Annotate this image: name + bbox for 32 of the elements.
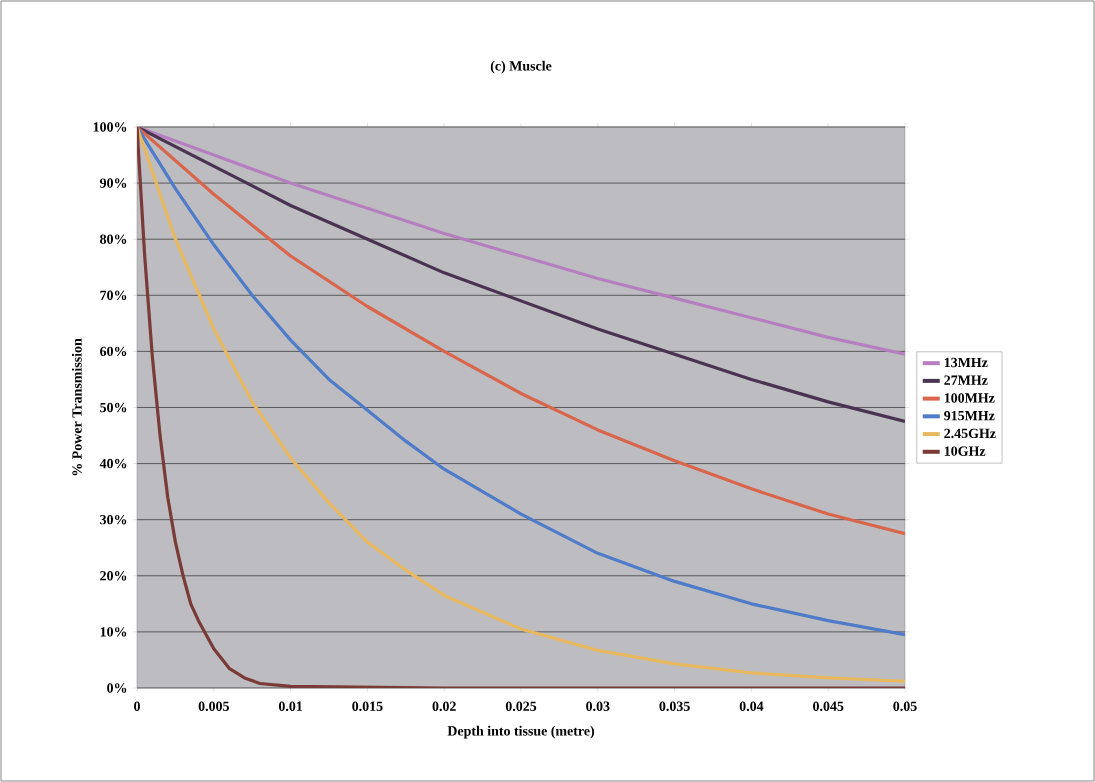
- y-tick-label: 10%: [100, 627, 127, 637]
- x-tick-label: 0.005: [198, 701, 229, 711]
- x-tick-label: 0.01: [278, 701, 303, 711]
- y-tick-label: 20%: [100, 571, 127, 581]
- x-tick-label: 0.045: [813, 701, 844, 711]
- x-tick-label: 0.025: [505, 701, 537, 711]
- y-axis-title: % Power Transmission: [71, 338, 82, 476]
- y-tick-label: 40%: [99, 458, 127, 469]
- x-axis-title: Depth into tissue (metre): [447, 725, 595, 739]
- legend-label: 2.45GHz: [944, 428, 996, 439]
- legend-label: 10GHz: [944, 446, 986, 456]
- line-series: [137, 126, 906, 536]
- legend-label: 27MHz: [944, 375, 988, 385]
- y-tick-label: 50%: [100, 402, 127, 413]
- y-tick-label: 60%: [100, 346, 127, 357]
- x-tick-label: 0.03: [586, 701, 610, 711]
- legend-label: 100MHz: [944, 393, 995, 403]
- x-tick-label: 0.035: [659, 701, 690, 711]
- y-tick-label: 100%: [93, 122, 127, 132]
- x-tick-label: 0.015: [352, 701, 383, 711]
- legend-label: 13MHz: [944, 357, 988, 368]
- x-tick-label: 0.04: [739, 701, 764, 711]
- y-tick-label: 80%: [100, 234, 127, 244]
- y-tick-label: 90%: [99, 178, 127, 188]
- y-tick-label: 30%: [100, 514, 127, 525]
- y-tick-label: 70%: [100, 290, 127, 301]
- x-tick-label: 0.02: [432, 701, 456, 711]
- x-tick-label: 0.05: [893, 701, 917, 711]
- legend-label: 915MHz: [944, 410, 995, 421]
- chart-title: (c) Muscle: [490, 60, 552, 74]
- y-tick-label: 0%: [107, 683, 127, 693]
- x-tick-label: 0: [134, 701, 140, 711]
